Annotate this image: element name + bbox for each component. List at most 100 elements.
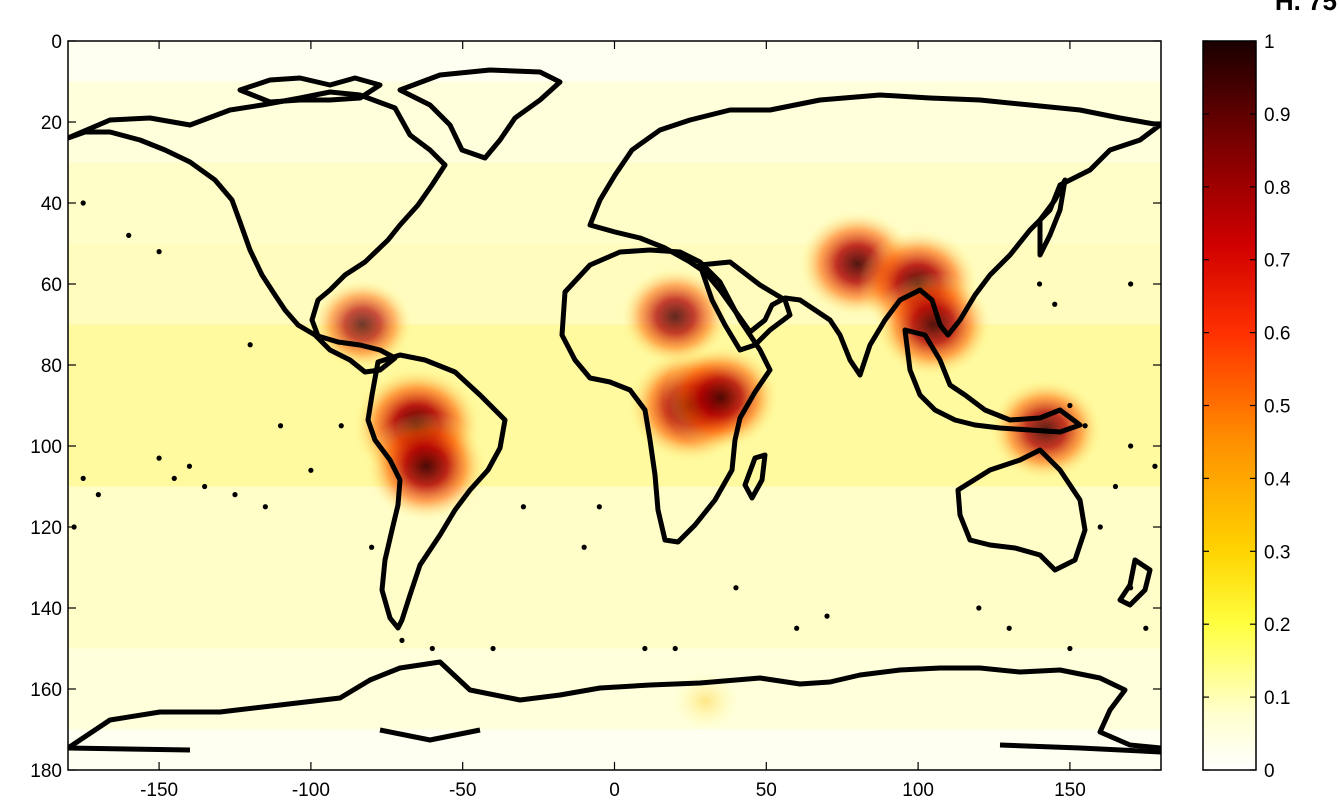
island-dot bbox=[1152, 463, 1158, 469]
island-dot bbox=[399, 637, 405, 644]
colorbar: 0 0.1 0.2 0.3 0.4 0.5 0.6 0.7 0.8 0.9 1 bbox=[1202, 32, 1291, 782]
x-tick-label: 0 bbox=[609, 780, 620, 801]
island-dot bbox=[262, 504, 268, 510]
island-dot bbox=[308, 467, 314, 473]
island-dot bbox=[824, 613, 830, 619]
island-dot bbox=[581, 544, 587, 550]
island-dot bbox=[1067, 402, 1073, 409]
colorbar-tick-label: 0.1 bbox=[1264, 688, 1290, 709]
x-tick-label: -100 bbox=[292, 780, 330, 801]
island-dot bbox=[733, 585, 739, 591]
island-dot bbox=[202, 483, 208, 490]
colorbar-tick-label: 0.9 bbox=[1264, 105, 1290, 126]
y-tick-label: 100 bbox=[30, 437, 62, 458]
y-tick-label: 140 bbox=[30, 599, 62, 620]
island-dot bbox=[95, 492, 101, 498]
coastline-antarctica-south bbox=[68, 727, 1161, 755]
coastline-africa bbox=[559, 247, 773, 545]
coastline-australia bbox=[955, 447, 1088, 573]
colorbar-tick-label: 0.8 bbox=[1264, 178, 1290, 199]
coastline-japan bbox=[1037, 177, 1068, 258]
island-dot bbox=[232, 492, 238, 498]
colorbar-tick-label: 0.7 bbox=[1264, 251, 1290, 272]
y-tick-label: 60 bbox=[41, 275, 62, 296]
island-dot bbox=[490, 645, 496, 652]
y-tick-label: 80 bbox=[41, 356, 62, 377]
hotspot bbox=[662, 345, 779, 450]
island-dot bbox=[596, 504, 602, 510]
island-dot bbox=[1036, 281, 1043, 287]
y-tick-label: 160 bbox=[30, 680, 62, 701]
coastline-madagascar bbox=[742, 452, 768, 501]
y-tick-label: 180 bbox=[30, 761, 62, 782]
x-tick-label: -150 bbox=[140, 780, 178, 801]
hotspot bbox=[875, 272, 992, 377]
coastlines bbox=[68, 67, 1161, 755]
latitude-band bbox=[68, 81, 1161, 163]
colorbar-tick-label: 0.3 bbox=[1264, 542, 1290, 563]
island-dot bbox=[1097, 524, 1103, 530]
colorbar-gradient bbox=[1202, 40, 1257, 771]
coastline-eurasia bbox=[587, 92, 1161, 378]
y-tick-label: 20 bbox=[41, 113, 62, 134]
x-tick-label: 50 bbox=[756, 780, 777, 801]
island-dot bbox=[642, 645, 648, 652]
plot-area bbox=[68, 41, 1161, 770]
colorbar-tick-label: 0.5 bbox=[1264, 397, 1290, 418]
colorbar-tick-label: 0.2 bbox=[1264, 615, 1290, 636]
y-tick-label: 0 bbox=[51, 32, 62, 53]
island-dot bbox=[1143, 625, 1149, 631]
island-dot bbox=[80, 200, 86, 206]
corner-label: H. 75 bbox=[1274, 0, 1337, 16]
island-dot bbox=[1112, 483, 1119, 490]
island-dot bbox=[1052, 301, 1058, 307]
hotspot bbox=[366, 411, 487, 521]
island-dot bbox=[1082, 423, 1088, 429]
coastline-arabia bbox=[697, 259, 793, 353]
coastline-arctic-islands bbox=[237, 75, 383, 105]
island-dots bbox=[71, 200, 1158, 652]
y-tick-label: 40 bbox=[41, 194, 62, 215]
x-tick-label: 100 bbox=[902, 780, 934, 801]
island-dot bbox=[520, 504, 527, 510]
y-axis: 0 20 40 60 80 100 120 140 160 180 bbox=[30, 32, 1161, 782]
coastline-antarctica bbox=[68, 659, 1161, 751]
coastline-new-zealand bbox=[1117, 557, 1153, 608]
x-tick-label: -50 bbox=[449, 780, 476, 801]
hotspot bbox=[621, 267, 730, 365]
coastline-north-america bbox=[68, 89, 448, 375]
island-dot bbox=[1067, 645, 1073, 652]
hotspot bbox=[312, 279, 413, 370]
coastline-south-america bbox=[365, 352, 508, 631]
island-dot bbox=[186, 463, 193, 469]
y-tick-label: 120 bbox=[30, 518, 62, 539]
island-dot bbox=[976, 605, 982, 611]
island-dot bbox=[369, 544, 375, 550]
island-dot bbox=[794, 625, 800, 631]
hotspot bbox=[671, 671, 740, 731]
island-dot bbox=[171, 475, 177, 481]
island-dot bbox=[1128, 443, 1134, 449]
coastline-southeast-asia bbox=[902, 327, 1083, 435]
colorbar-tick-label: 1 bbox=[1264, 32, 1275, 53]
x-tick-label: 150 bbox=[1054, 780, 1086, 801]
coastline-greenland bbox=[397, 67, 563, 161]
colorbar-tick-label: 0 bbox=[1264, 761, 1275, 782]
colorbar-tick-label: 0.4 bbox=[1264, 469, 1291, 490]
island-dot bbox=[1128, 281, 1134, 287]
island-dot bbox=[1006, 625, 1012, 631]
island-dot bbox=[156, 249, 162, 255]
colorbar-ticks: 0 0.1 0.2 0.3 0.4 0.5 0.6 0.7 0.8 0.9 1 bbox=[1203, 32, 1291, 782]
island-dot bbox=[672, 645, 678, 652]
island-dot bbox=[1128, 585, 1134, 591]
x-axis: -150 -100 -50 0 50 100 150 bbox=[140, 41, 1086, 801]
latitude-band bbox=[68, 486, 1161, 649]
island-dot bbox=[126, 232, 132, 238]
island-dot bbox=[247, 342, 253, 348]
island-dot bbox=[80, 475, 86, 481]
colorbar-tick-label: 0.6 bbox=[1264, 324, 1290, 345]
island-dot bbox=[277, 423, 284, 429]
island-dot bbox=[429, 645, 435, 652]
island-dot bbox=[156, 455, 162, 461]
